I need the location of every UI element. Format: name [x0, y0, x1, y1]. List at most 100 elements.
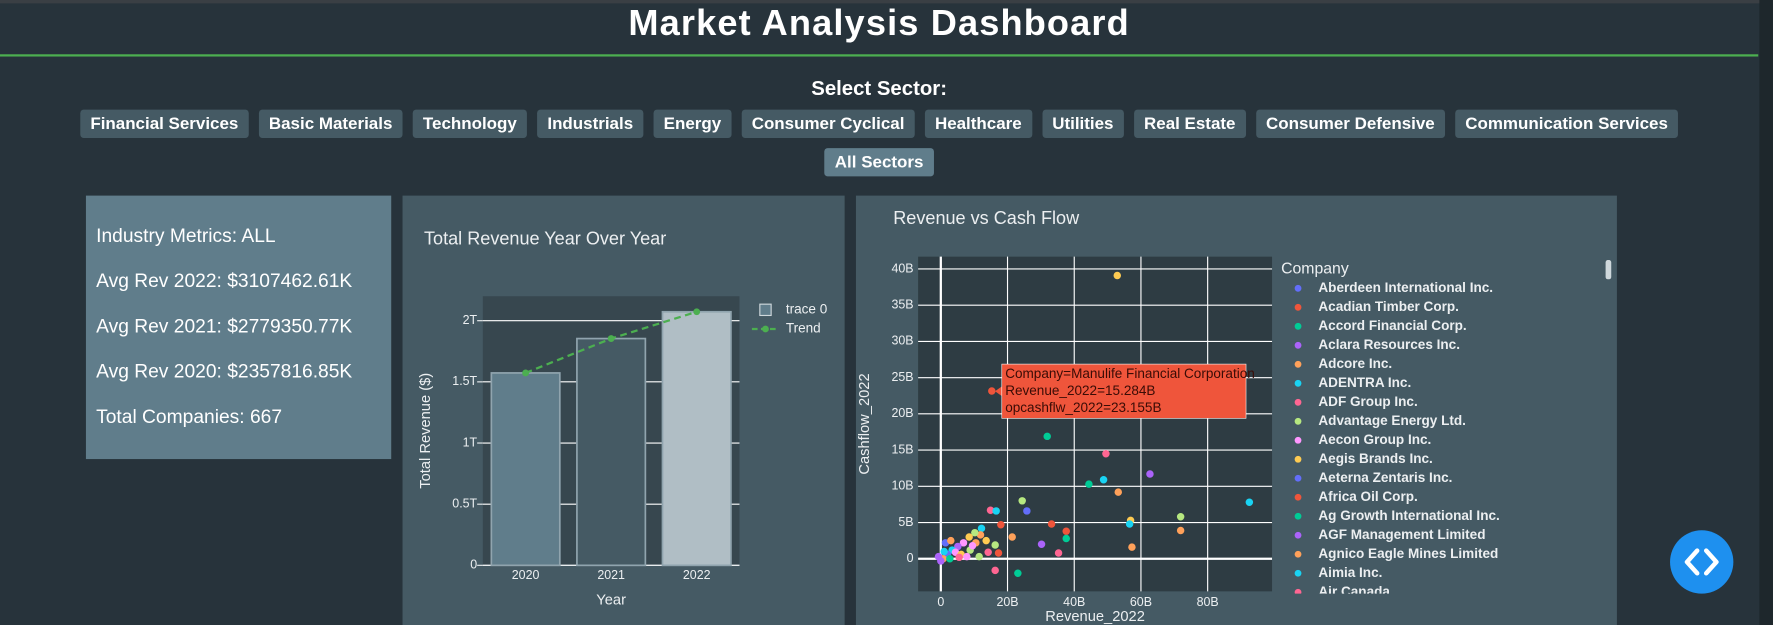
legend-marker: [1294, 436, 1302, 444]
dashboard-title: Market Analysis Dashboard: [628, 2, 1130, 43]
x-tick-label: 2022: [683, 568, 711, 582]
scatter-point: [1114, 488, 1122, 496]
sector-button[interactable]: Utilities: [1042, 109, 1124, 138]
sector-button[interactable]: Consumer Defensive: [1255, 109, 1445, 138]
legend-label: Aimia Inc.: [1318, 565, 1382, 580]
sector-button[interactable]: Technology: [412, 109, 528, 138]
y-tick-label: 10B: [891, 479, 913, 493]
scatter-point: [1054, 549, 1063, 557]
legend-label: Aegis Brands Inc.: [1318, 451, 1432, 466]
y-tick-label: 1T: [463, 435, 478, 449]
page-scrollbar: [1759, 0, 1773, 625]
x-tick-label: 60B: [1130, 595, 1152, 609]
scatter-point: [1245, 498, 1254, 506]
sector-button[interactable]: Industrials: [537, 109, 644, 138]
code-toggle[interactable]: [1670, 530, 1734, 594]
sector-button[interactable]: Real Estate: [1133, 109, 1246, 138]
scatter-point: [968, 541, 977, 550]
scatter-point: [1113, 271, 1121, 280]
scatter-point: [1085, 480, 1093, 488]
metric-line: Industry Metrics: ALL: [96, 225, 276, 247]
scatter-point: [991, 566, 999, 575]
sector-button[interactable]: Financial Services: [80, 109, 249, 138]
scatter-point: [1018, 497, 1026, 505]
scatter-point: [954, 542, 962, 551]
y-tick-label: 2T: [463, 313, 478, 327]
legend-label: AGF Management Limited: [1318, 527, 1485, 542]
y-tick-label: 1.5T: [452, 374, 477, 388]
legend-marker: [1294, 455, 1302, 463]
scatter-point: [977, 524, 986, 533]
tooltip-pointer: [995, 385, 1003, 397]
x-axis-label: Revenue_2022: [1045, 609, 1145, 625]
sector-button[interactable]: All Sectors: [824, 148, 934, 177]
legend-label: Aecon Group Inc.: [1318, 432, 1431, 447]
tooltip-box: [1001, 363, 1247, 419]
scatter-point: [947, 536, 955, 545]
legend-label: Air Canada: [1318, 584, 1390, 599]
scatter-point: [1043, 432, 1051, 441]
legend-marker: [1294, 379, 1302, 387]
legend-label: Advantage Energy Ltd.: [1318, 413, 1466, 428]
scatter-point: [934, 552, 943, 561]
scatter-point: [997, 520, 1005, 529]
y-tick-label: 20B: [891, 406, 913, 420]
sector-button[interactable]: Energy: [653, 109, 732, 138]
scatter-point: [959, 539, 968, 547]
scatter-point: [1176, 513, 1185, 521]
legend-marker: [1294, 322, 1302, 330]
legend-marker: [1294, 550, 1302, 558]
scatter-point: [1062, 527, 1070, 535]
sector-buttons: Financial Services Basic Materials Technol…: [0, 109, 1758, 138]
legend-marker: [1294, 493, 1302, 501]
y-tick-label: 15B: [891, 442, 913, 456]
x-tick-label: 80B: [1197, 595, 1219, 609]
scatter-point: [1125, 520, 1134, 528]
bar: [576, 337, 647, 567]
legend-label: Aeterna Zentaris Inc.: [1318, 470, 1452, 485]
sector-button[interactable]: Healthcare: [924, 109, 1032, 138]
scatter-point: [1062, 534, 1070, 543]
scatter-point: [955, 553, 963, 562]
scatter-point: [982, 536, 990, 545]
y-tick-label: 0: [470, 558, 477, 572]
sector-button[interactable]: Basic Materials: [258, 109, 403, 138]
legend-label: Aclara Resources Inc.: [1318, 337, 1460, 352]
y-axis-label: Total Revenue ($): [418, 373, 434, 489]
legend-marker: [1294, 398, 1302, 406]
y-tick-label: 25B: [891, 370, 913, 384]
metric-line: Total Companies: 667: [96, 405, 283, 428]
scatter-point: [1099, 476, 1108, 484]
y-tick-label: 40B: [891, 261, 913, 275]
scatter-point: [1008, 533, 1016, 541]
header-rule: [0, 54, 1759, 57]
sector-button[interactable]: Consumer Cyclical: [741, 109, 915, 138]
y-tick-label: 30B: [891, 334, 913, 348]
scatter-point: [1014, 569, 1022, 577]
sector-button[interactable]: Communication Services: [1455, 109, 1679, 138]
scatter-point: [1037, 540, 1046, 548]
trend-point: [607, 335, 615, 342]
legend-marker: [1294, 360, 1302, 368]
scatter-point: [986, 506, 995, 514]
x-tick-label: 20B: [996, 595, 1018, 609]
scatter-point: [984, 548, 992, 556]
scatter-point: [992, 507, 1000, 515]
metric-line: Avg Rev 2022: $3107462.61K: [96, 270, 353, 292]
bar: [661, 310, 732, 567]
code-icon: [1684, 548, 1719, 576]
legend-title: Company: [1281, 260, 1349, 277]
scatter-point: [1047, 520, 1056, 528]
metric-line: Avg Rev 2020: $2357816.85K: [96, 360, 353, 383]
scatter-point: [1128, 543, 1136, 551]
legend-marker: [762, 325, 769, 333]
y-tick-label: 35B: [891, 297, 913, 311]
trend-point: [693, 308, 701, 316]
legend-label: Agnico Eagle Mines Limited: [1318, 546, 1498, 561]
scatter-point: [976, 531, 985, 539]
x-axis-label: Year: [596, 592, 626, 608]
legend-label: Acadian Timber Corp.: [1318, 299, 1459, 314]
legend-label: Aberdeen International Inc.: [1318, 280, 1493, 295]
legend-marker: [1294, 588, 1302, 594]
